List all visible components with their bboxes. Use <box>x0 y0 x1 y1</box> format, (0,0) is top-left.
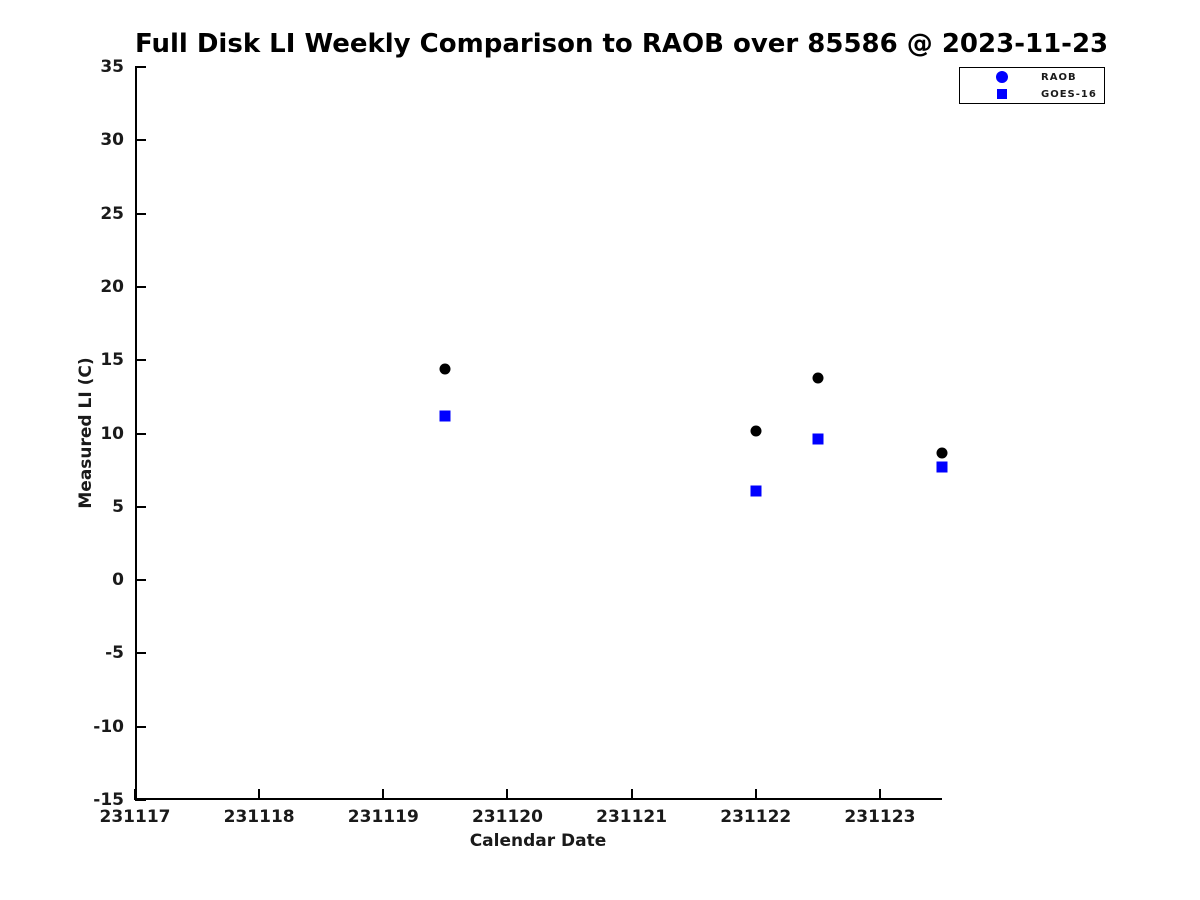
data-point-goes16 <box>812 433 824 445</box>
x-tick <box>134 789 136 800</box>
y-tick-label: -5 <box>105 643 124 664</box>
y-tick <box>135 432 146 435</box>
data-point-raob <box>439 363 451 375</box>
y-tick <box>135 725 146 728</box>
x-tick <box>878 789 881 800</box>
y-tick-label: 0 <box>112 570 124 591</box>
y-tick-label: -10 <box>93 716 124 737</box>
y-tick-label: 20 <box>100 276 124 297</box>
y-tick-label: 25 <box>100 203 124 224</box>
data-point-goes16 <box>439 410 451 422</box>
x-tick-label: 231118 <box>223 807 295 827</box>
plot-area: 35 30 25 20 15 10 5 0 -5 -10 -15 231117 231118 231119… <box>93 57 948 827</box>
data-point-raob <box>812 372 824 384</box>
y-tick <box>135 285 146 288</box>
x-tick-label: 231120 <box>471 807 543 827</box>
y-tick-label: -15 <box>93 790 124 810</box>
data-point-raob <box>750 425 762 437</box>
y-tick-label: 10 <box>100 423 124 444</box>
legend-label-goes16: GOES-16 <box>1041 88 1097 100</box>
y-tick <box>135 652 146 655</box>
data-point-raob <box>936 447 948 459</box>
legend-label-raob: RAOB <box>1041 71 1077 83</box>
y-tick <box>135 505 146 508</box>
x-tick <box>258 789 261 800</box>
legend-marker-square-icon <box>997 89 1007 99</box>
chart-title: Full Disk LI Weekly Comparison to RAOB o… <box>135 29 1109 59</box>
y-axis-label: Measured LI (C) <box>76 357 96 509</box>
x-tick-label: 231121 <box>596 807 668 827</box>
x-tick-label: 231122 <box>720 807 792 827</box>
y-tick <box>135 212 146 215</box>
y-tick <box>135 799 146 801</box>
x-tick <box>382 789 385 800</box>
x-axis-label: Calendar Date <box>469 831 607 851</box>
x-tick-label: 231123 <box>844 807 916 827</box>
y-tick <box>135 579 146 582</box>
x-tick-label: 231119 <box>347 807 419 827</box>
x-tick <box>754 789 757 800</box>
y-tick-label: 30 <box>100 130 124 151</box>
y-tick <box>135 359 146 362</box>
x-tick-label: 231117 <box>99 807 171 827</box>
legend-marker-circle-icon <box>996 71 1008 83</box>
legend-item-raob: RAOB <box>960 70 1104 84</box>
x-axis-spine <box>135 798 942 800</box>
data-point-goes16 <box>936 461 948 473</box>
y-tick-label: 15 <box>100 350 124 371</box>
y-tick-label: 35 <box>100 57 124 77</box>
legend-item-goes16: GOES-16 <box>960 87 1104 101</box>
y-tick <box>135 66 146 68</box>
legend: RAOB GOES-16 <box>959 67 1105 104</box>
y-tick <box>135 139 146 142</box>
x-tick <box>506 789 509 800</box>
y-tick-label: 5 <box>112 496 124 517</box>
x-tick <box>630 789 633 800</box>
data-point-goes16 <box>750 485 762 497</box>
